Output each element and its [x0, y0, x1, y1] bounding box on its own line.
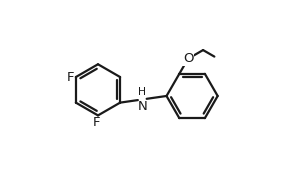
Text: O: O	[183, 52, 193, 65]
Text: H: H	[138, 87, 146, 97]
Text: N: N	[137, 100, 147, 113]
Text: F: F	[66, 70, 74, 84]
Text: F: F	[93, 116, 101, 129]
